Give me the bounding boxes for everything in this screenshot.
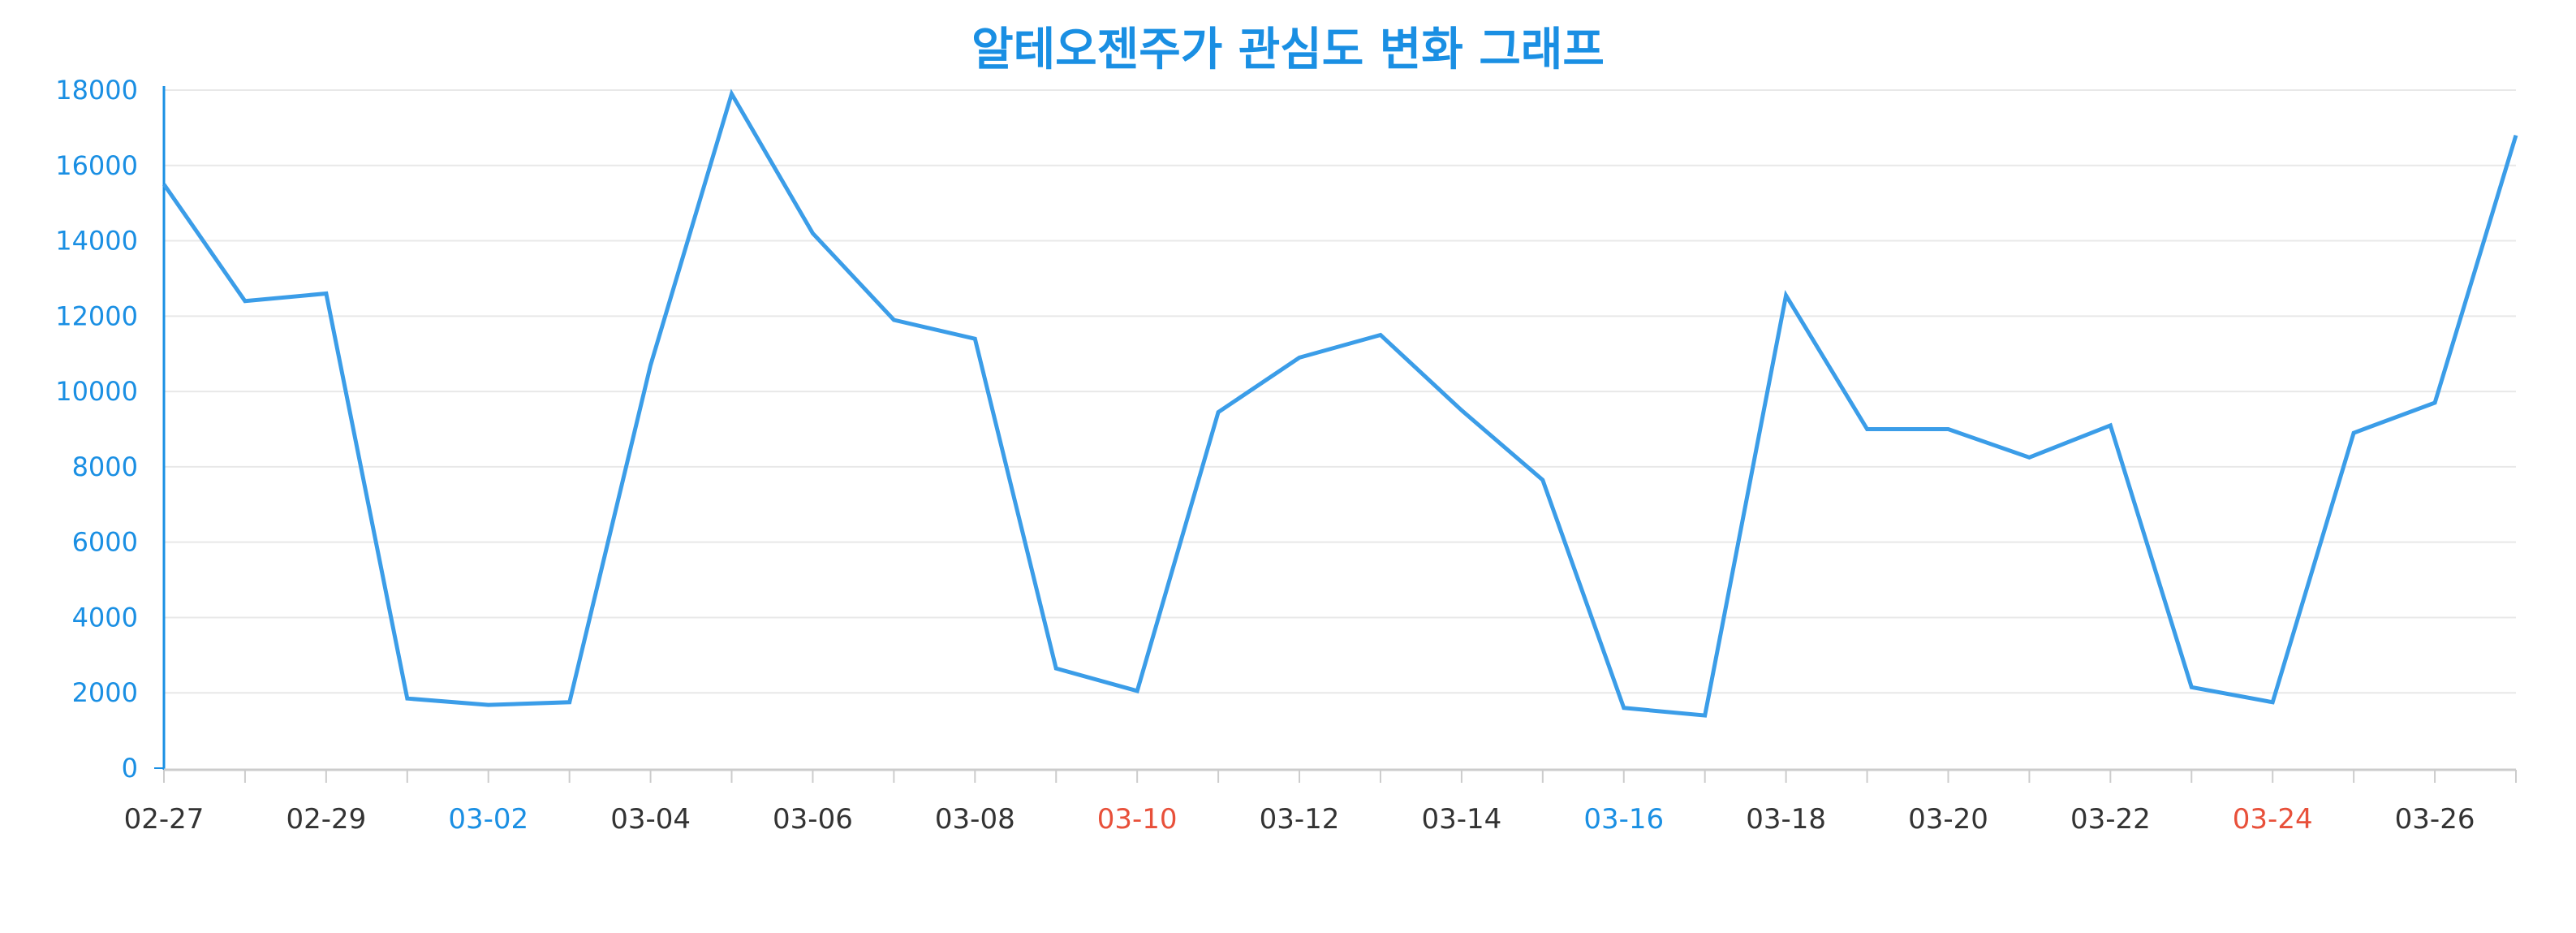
data-point — [1540, 478, 1544, 482]
grid-lines — [164, 89, 2516, 694]
x-tick-label: 02-27 — [124, 803, 205, 836]
x-tick-label: 03-04 — [610, 803, 691, 836]
y-tick-label: 6000 — [72, 527, 138, 558]
data-point — [1459, 408, 1463, 413]
x-tick-label: 03-08 — [935, 803, 1015, 836]
x-tick-label: 03-06 — [773, 803, 853, 836]
x-axis-ticks: 02-27 02-29 03-02 03-04 03-06 03-08 03-10 03-12… — [124, 770, 2517, 836]
data-point — [1217, 410, 1221, 414]
data-point — [2433, 401, 2437, 405]
data-point — [1784, 293, 1788, 297]
data-point — [162, 182, 166, 186]
data-point — [486, 703, 490, 707]
data-point — [567, 700, 571, 704]
data-point — [892, 317, 896, 322]
data-point — [1865, 427, 1869, 431]
data-point — [2352, 431, 2356, 435]
y-tick-label: 8000 — [72, 451, 138, 482]
data-point — [973, 337, 977, 341]
y-tick-label: 0 — [122, 753, 138, 784]
data-point — [2190, 685, 2194, 689]
x-tick-label: 03-14 — [1421, 803, 1501, 836]
data-point — [243, 299, 247, 303]
data-point — [1946, 427, 1950, 431]
x-tick-label: 03-18 — [1746, 803, 1826, 836]
y-tick-label: 14000 — [55, 226, 138, 257]
data-point — [2514, 133, 2518, 137]
data-point — [1378, 333, 1382, 337]
x-tick-label: 03-20 — [1908, 803, 1988, 836]
data-point — [811, 231, 815, 235]
y-tick-label: 18000 — [55, 75, 138, 106]
x-tick-label: 03-10 — [1097, 803, 1178, 836]
data-point — [1054, 667, 1058, 671]
x-tick-label: 03-22 — [2070, 803, 2151, 836]
x-tick-label: 03-16 — [1583, 803, 1664, 836]
x-tick-label: 03-12 — [1260, 803, 1340, 836]
data-point — [1703, 714, 1707, 718]
y-tick-label: 10000 — [55, 376, 138, 407]
x-tick-label: 02-29 — [286, 803, 366, 836]
data-point — [1622, 706, 1626, 710]
data-point — [405, 697, 409, 701]
data-point — [324, 292, 328, 296]
y-tick-label: 16000 — [55, 150, 138, 181]
chart-title: 알테오젠주가 관심도 변화 그래프 — [971, 24, 1605, 76]
data-point — [730, 92, 734, 96]
y-tick-label: 4000 — [72, 602, 138, 633]
x-tick-label: 03-26 — [2395, 803, 2475, 836]
x-tick-label: 03-24 — [2233, 803, 2313, 836]
series-layer — [162, 89, 2518, 718]
series-line — [162, 89, 2518, 718]
axes — [154, 86, 2516, 771]
y-tick-label: 2000 — [72, 677, 138, 708]
y-tick-label: 12000 — [55, 300, 138, 331]
x-tick-label: 03-02 — [448, 803, 528, 836]
data-point — [1135, 689, 1139, 693]
data-point — [648, 363, 653, 367]
data-point — [1298, 356, 1302, 360]
data-point — [2109, 423, 2113, 427]
data-point — [2271, 700, 2275, 704]
y-axis-ticks: 0 2000 4000 6000 8000 10000 12000 14000 16000 180… — [55, 75, 138, 784]
data-point — [2027, 456, 2031, 460]
